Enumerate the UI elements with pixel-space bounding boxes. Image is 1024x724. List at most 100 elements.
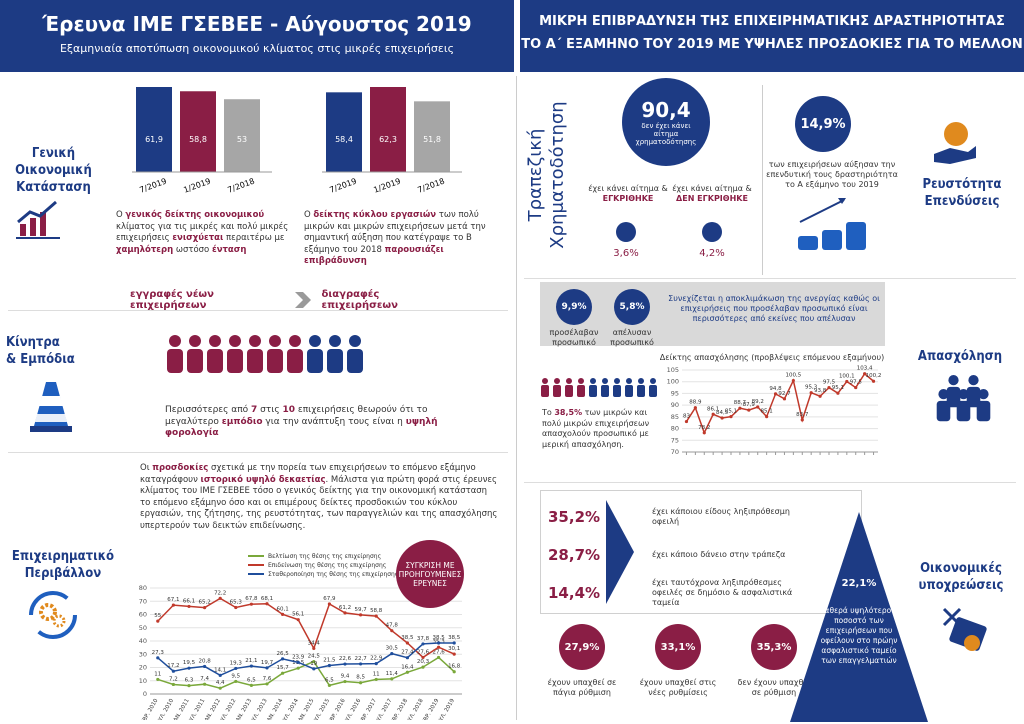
person-mark [327, 335, 343, 373]
person-mark [167, 335, 183, 373]
label-line: & Εμπόδια [6, 352, 75, 367]
person-icon [649, 378, 657, 397]
value-label: 38,5 [401, 635, 414, 641]
person-mark [227, 335, 243, 373]
y-tick-label: 70 [671, 448, 679, 456]
text-segment: χαμηλότερη [116, 244, 174, 255]
point [312, 659, 316, 664]
point [327, 683, 331, 687]
obligations-list: 35,2% έχει κάποιου είδους ληξιπρόθεσμη οφ… [548, 498, 856, 612]
point [296, 660, 300, 664]
triangle [790, 512, 928, 722]
body [553, 385, 561, 397]
divider [762, 85, 763, 275]
banner-text: διαγραφές επιχειρήσεων [321, 289, 398, 311]
point [327, 663, 331, 668]
value-label: 86,1 [707, 406, 719, 412]
point [437, 645, 441, 649]
value-label: 67,9 [323, 596, 336, 602]
point [684, 419, 689, 424]
label-line: Επενδύσεις [924, 194, 1000, 209]
legend-label: Επιδείνωση της θέσης της επιχείρησης [268, 562, 386, 569]
header-left: Έρευνα ΙΜΕ ΓΣΕΒΕΕ - Αύγουστος 2019 Εξαμη… [0, 0, 514, 72]
y-tick-label: 105 [667, 366, 679, 374]
point [156, 656, 160, 660]
value-label: 85,1 [761, 409, 773, 415]
text-segment: υψηλή φορολογία [165, 416, 438, 439]
value-label: 58,8 [189, 135, 207, 144]
head [289, 335, 301, 347]
person-icon [541, 378, 549, 397]
stat-text: των επιχειρήσεων αύξησαν την επενδυτική … [766, 160, 898, 189]
text-segment: για την ανάπτυξη τους είναι η [262, 416, 406, 427]
point [405, 641, 409, 645]
head [309, 335, 321, 347]
value-label: 26,5 [276, 651, 289, 657]
person-mark [187, 335, 203, 373]
point [800, 418, 804, 422]
body [956, 400, 971, 422]
value-label: 20,3 [417, 659, 430, 665]
y-tick-label: 40 [139, 637, 147, 645]
section-label: Επιχειρηματικό Περιβάλλον [4, 548, 122, 582]
person-mark [287, 335, 303, 373]
y-tick-label: 80 [139, 584, 147, 592]
value-label: 51,8 [423, 135, 441, 144]
body [966, 386, 981, 408]
point [374, 677, 378, 682]
label-line: Οικονομικές [920, 561, 1002, 576]
point [249, 602, 253, 606]
point [421, 642, 425, 646]
text-segment: προσδοκίες [152, 463, 209, 473]
icon-gears [29, 591, 77, 639]
point [187, 684, 191, 688]
value-label: 30,1 [448, 646, 460, 652]
stat-circle: 33,1% [655, 624, 701, 670]
value-label: 16,4 [401, 664, 414, 670]
point [218, 673, 222, 677]
point [281, 657, 285, 661]
value-label: 88,9 [689, 400, 702, 406]
head [968, 375, 979, 386]
head [938, 389, 949, 400]
y-tick-label: 70 [139, 597, 147, 605]
head [169, 335, 181, 347]
stat-circle: 5,8% [614, 289, 650, 325]
point [187, 604, 191, 609]
point [818, 394, 822, 398]
bar [224, 99, 260, 172]
text-segment: Περισσότερες από [165, 405, 252, 415]
point [218, 686, 222, 690]
body [976, 400, 991, 422]
label-line: Επιχειρηματικό [11, 549, 115, 564]
body [347, 349, 363, 373]
text-segment: εμπόδιο [221, 416, 263, 427]
value-label: 55 [154, 613, 161, 619]
line-chart: Δείκτης απασχόλησης (προβλέψεις επόμενου… [660, 352, 884, 456]
stat-value: 35,2% [548, 508, 601, 526]
text-segment: 38,5% [554, 408, 583, 417]
value-label: 16,8 [448, 664, 461, 670]
point [265, 682, 269, 686]
value-label: 59,7 [354, 607, 367, 613]
value-label: 97,5 [850, 380, 863, 386]
point [827, 385, 831, 390]
point [773, 392, 778, 396]
y-tick-label: 20 [139, 664, 147, 672]
value-label: 4,4 [216, 680, 225, 686]
bar-chart: 58,4 7/2019 62,3 1/2019 51,8 7/2018 [322, 87, 462, 195]
section-label: Τραπεζική Χρηματοδότηση [525, 101, 568, 249]
value-label: 61,9 [145, 135, 163, 144]
value-label: 83,7 [796, 412, 809, 418]
stat-circle: 14,9% [795, 96, 851, 152]
body [946, 386, 961, 408]
point [702, 431, 706, 435]
text: έχει κάνει αίτημα & [588, 184, 668, 193]
head [578, 378, 584, 384]
icon-card [942, 607, 987, 651]
icon-cone [30, 382, 72, 432]
point [249, 683, 253, 687]
value-label: 72,2 [214, 590, 226, 596]
person-mark [247, 335, 263, 373]
person-mark [207, 335, 223, 373]
